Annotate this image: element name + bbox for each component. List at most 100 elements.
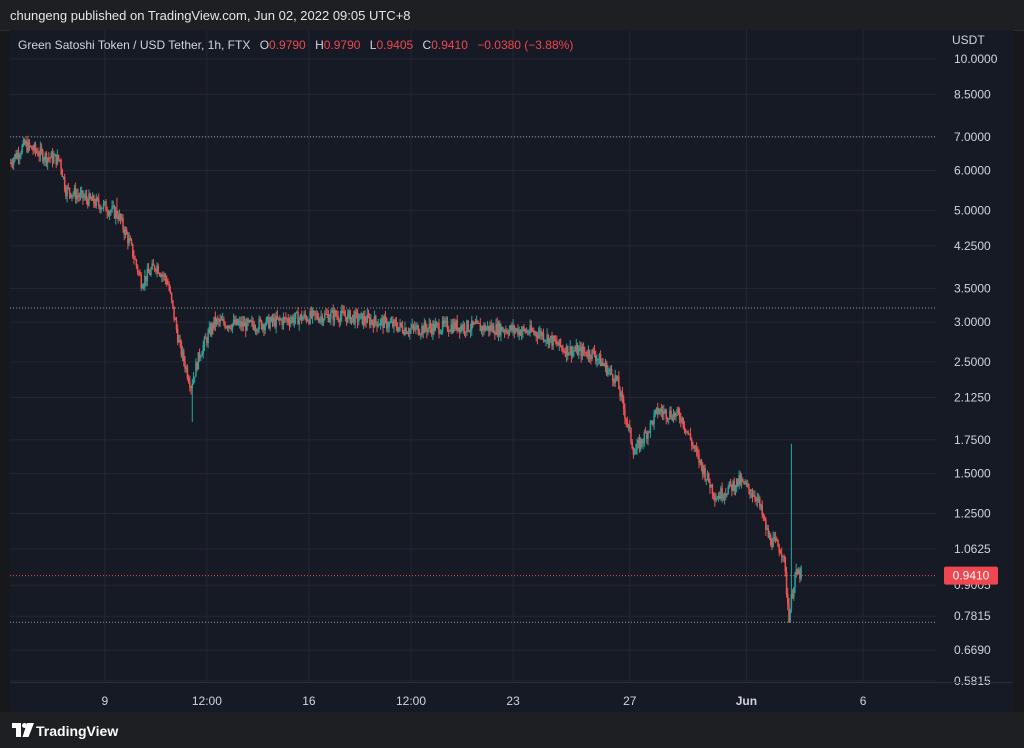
candle-body xyxy=(528,333,530,335)
brand-name[interactable]: TradingView xyxy=(36,723,119,739)
candle-body xyxy=(562,347,564,352)
chart-panel[interactable]: 10.0000 8.5000 7.0000 6.0000 5.0000 4.2500 3.5… xyxy=(10,30,1013,712)
candle-body xyxy=(234,319,236,325)
candle-body xyxy=(575,345,578,351)
candle-body xyxy=(351,314,354,318)
tradingview-logo-icon[interactable] xyxy=(12,723,34,737)
candle-body xyxy=(150,269,152,275)
candle-body xyxy=(254,329,257,331)
candle-body xyxy=(743,480,745,484)
candle-body xyxy=(114,210,117,219)
candle-body xyxy=(734,487,737,492)
candle-body xyxy=(568,353,570,356)
candle-body xyxy=(229,325,231,328)
candle-body xyxy=(168,284,170,291)
candle-body xyxy=(653,414,655,425)
candle-body xyxy=(615,375,618,379)
candle-body xyxy=(350,317,353,323)
candle-body xyxy=(187,377,190,383)
candle-body xyxy=(619,389,621,397)
candle-body xyxy=(321,316,324,323)
candle-body xyxy=(208,326,211,333)
candle-body xyxy=(42,151,44,162)
candle-body xyxy=(76,194,78,200)
candle-body xyxy=(319,318,321,322)
candle-body xyxy=(560,346,563,348)
candle-body xyxy=(354,311,356,324)
candle-body xyxy=(745,482,748,485)
candle-body xyxy=(761,505,763,516)
candle-body xyxy=(169,290,172,293)
candle-body xyxy=(762,515,765,518)
candle-body xyxy=(537,333,540,338)
open-value: 0.9790 xyxy=(269,38,306,52)
candle-body xyxy=(359,314,361,320)
candle-body xyxy=(508,329,511,335)
candle-body xyxy=(280,319,282,321)
candle-body xyxy=(669,410,671,419)
candle-body xyxy=(591,349,593,360)
candle-body xyxy=(540,330,542,337)
candle-body xyxy=(73,188,76,194)
candle-body xyxy=(153,265,156,270)
candle-body xyxy=(434,323,437,331)
candle-body xyxy=(96,197,99,200)
candle-body xyxy=(433,323,435,331)
candle-body xyxy=(754,495,756,499)
candle-body xyxy=(27,141,29,152)
candle-body xyxy=(378,324,381,326)
candle-body xyxy=(401,326,404,332)
candle-body xyxy=(552,336,554,346)
candle-body xyxy=(296,312,298,314)
candle-body xyxy=(85,195,88,200)
candle-body xyxy=(237,322,240,325)
candle-body xyxy=(725,494,727,496)
candle-body xyxy=(390,321,393,323)
price-chart[interactable]: 10.0000 8.5000 7.0000 6.0000 5.0000 4.2500 3.5… xyxy=(10,30,1013,712)
candle-body xyxy=(714,496,716,501)
candle-body xyxy=(529,325,531,334)
candle-body xyxy=(673,413,676,417)
candle-body xyxy=(285,317,287,320)
candle-body xyxy=(147,268,150,273)
candle-body xyxy=(370,319,372,325)
candle-body xyxy=(309,311,311,324)
candle-body xyxy=(118,214,121,220)
candle-body xyxy=(259,318,262,321)
candle-body xyxy=(776,539,778,541)
candle-body xyxy=(44,153,46,160)
candle-body xyxy=(164,274,167,280)
candle-body xyxy=(95,197,98,207)
candle-body xyxy=(663,410,665,414)
candle-body xyxy=(749,489,751,495)
symbol-title[interactable]: Green Satoshi Token / USD Tether, 1h, FT… xyxy=(18,38,251,52)
candle-body xyxy=(213,316,215,329)
candle-body xyxy=(255,329,258,332)
candle-body xyxy=(33,144,36,151)
x-tick-label: 27 xyxy=(623,694,637,708)
candle-body xyxy=(473,322,475,325)
candle-body xyxy=(349,310,352,323)
candle-body xyxy=(480,326,483,332)
candle-body xyxy=(371,319,373,323)
y-tick-label: 1.0625 xyxy=(954,542,991,556)
candle-body xyxy=(423,322,426,334)
change-value: −0.0380 (−3.88%) xyxy=(477,38,574,52)
candle-body xyxy=(585,351,587,356)
candle-body xyxy=(328,318,331,322)
candle-body xyxy=(424,322,427,329)
candle-body xyxy=(576,345,579,356)
candle-body xyxy=(170,292,173,301)
candle-body xyxy=(440,330,443,334)
candle-body xyxy=(496,323,499,335)
candle-body xyxy=(192,377,195,385)
candle-body xyxy=(124,229,127,235)
candle-body xyxy=(418,334,421,336)
candle-body xyxy=(768,535,771,538)
candle-body xyxy=(79,192,82,197)
candle-body xyxy=(729,481,732,485)
candle-body xyxy=(276,315,279,319)
candle-body xyxy=(337,315,339,320)
candle-body xyxy=(142,285,145,288)
candle-body xyxy=(486,325,489,329)
